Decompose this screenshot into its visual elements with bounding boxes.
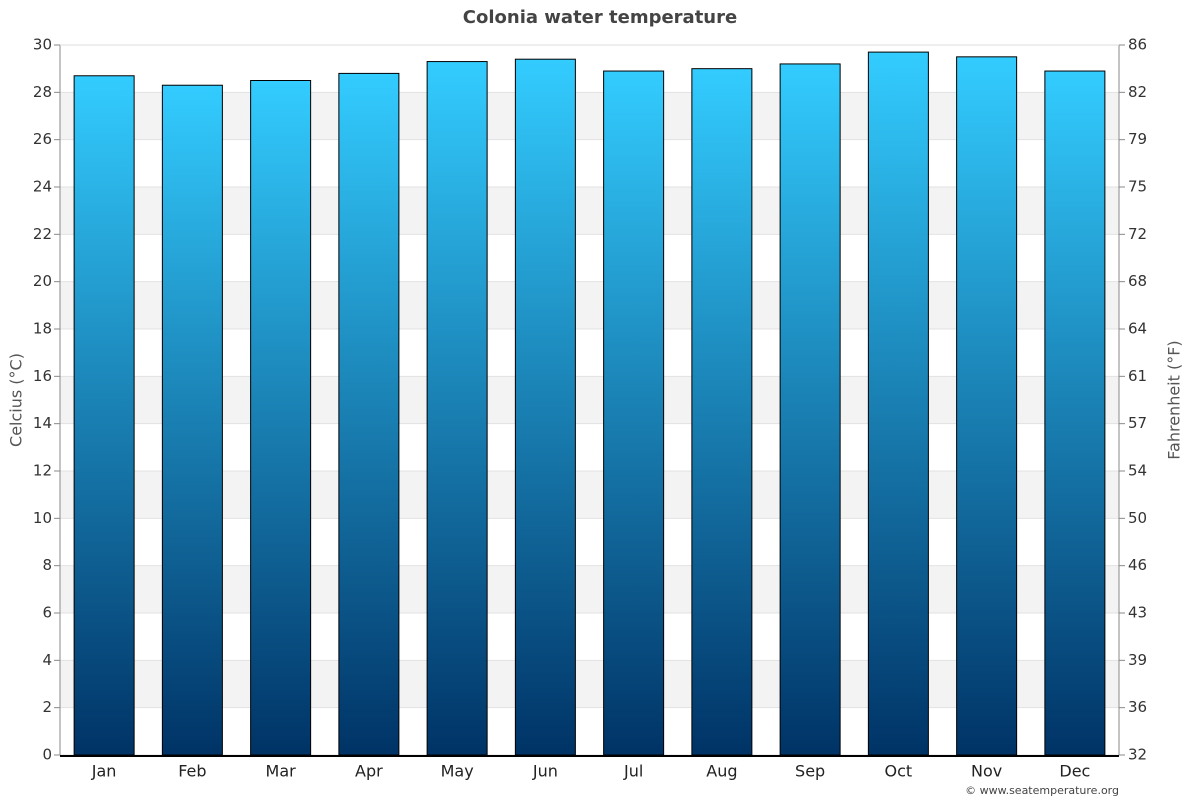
bar xyxy=(867,51,929,756)
grid-band xyxy=(60,187,1119,235)
y-tick-label: 0 xyxy=(42,746,52,764)
y2-tick-label: 39 xyxy=(1128,651,1147,669)
x-tick-label: Sep xyxy=(795,762,825,781)
y-tick-label: 6 xyxy=(42,604,52,622)
y2-tick-label: 43 xyxy=(1128,604,1147,622)
y2-tick-label: 75 xyxy=(1128,178,1147,196)
y-tick-label: 4 xyxy=(42,651,52,669)
y2-tick-label: 86 xyxy=(1128,36,1147,54)
y2-tick-label: 79 xyxy=(1128,130,1147,148)
y-tick-label: 8 xyxy=(42,556,52,574)
bar xyxy=(250,80,312,756)
grid-band xyxy=(60,92,1119,140)
y-tick-label: 2 xyxy=(42,698,52,716)
bar xyxy=(956,56,1018,756)
y-axis-title: Celcius (°C) xyxy=(7,353,26,447)
y-tick-label: 10 xyxy=(33,509,52,527)
y2-tick-label: 57 xyxy=(1128,414,1147,432)
y2-tick-label: 36 xyxy=(1128,698,1147,716)
y2-tick-label: 64 xyxy=(1128,320,1147,338)
y2-tick-label: 54 xyxy=(1128,462,1147,480)
y2-tick-label: 32 xyxy=(1128,746,1147,764)
bar xyxy=(338,72,400,756)
y-tick-label: 26 xyxy=(33,130,52,148)
grid-band xyxy=(60,660,1119,708)
y2-tick-label: 50 xyxy=(1128,509,1147,527)
bar xyxy=(603,70,665,756)
y-tick-label: 20 xyxy=(33,272,52,290)
bar xyxy=(514,58,576,756)
x-tick-label: Dec xyxy=(1059,762,1090,781)
y-tick-label: 12 xyxy=(33,462,52,480)
y-tick-label: 16 xyxy=(33,367,52,385)
y-tick-label: 30 xyxy=(33,36,52,54)
bar xyxy=(691,68,753,756)
x-tick-label: Jun xyxy=(532,762,558,781)
y2-tick-label: 46 xyxy=(1128,556,1147,574)
y-tick-label: 18 xyxy=(33,320,52,338)
plot-background xyxy=(60,92,1119,708)
y-tick-label: 28 xyxy=(33,83,52,101)
x-tick-label: Mar xyxy=(266,762,297,781)
y2-axis-title: Fahrenheit (°F) xyxy=(1165,340,1184,459)
x-tick-label: Jan xyxy=(91,762,117,781)
bar xyxy=(779,63,841,756)
x-tick-label: Nov xyxy=(971,762,1002,781)
grid-band xyxy=(60,565,1119,613)
bar xyxy=(1044,70,1106,756)
y2-tick-label: 82 xyxy=(1128,83,1147,101)
bar xyxy=(73,75,135,756)
x-tick-label: Apr xyxy=(355,762,383,781)
grid-band xyxy=(60,281,1119,329)
y-tick-label: 14 xyxy=(33,414,52,432)
bar xyxy=(426,61,488,756)
chart-title: Colonia water temperature xyxy=(463,7,737,28)
grid-band xyxy=(60,471,1119,519)
credit: © www.seatemperature.org xyxy=(965,784,1119,797)
x-tick-label: May xyxy=(441,762,474,781)
y2-tick-label: 61 xyxy=(1128,367,1147,385)
y-tick-label: 24 xyxy=(33,178,52,196)
bar xyxy=(161,84,223,756)
x-tick-label: Jul xyxy=(623,762,643,781)
x-tick-label: Oct xyxy=(885,762,913,781)
x-tick-label: Feb xyxy=(178,762,206,781)
grid-band xyxy=(60,376,1119,424)
y2-tick-label: 72 xyxy=(1128,225,1147,243)
y-tick-label: 22 xyxy=(33,225,52,243)
y2-tick-label: 68 xyxy=(1128,272,1147,290)
x-tick-label: Aug xyxy=(706,762,737,781)
